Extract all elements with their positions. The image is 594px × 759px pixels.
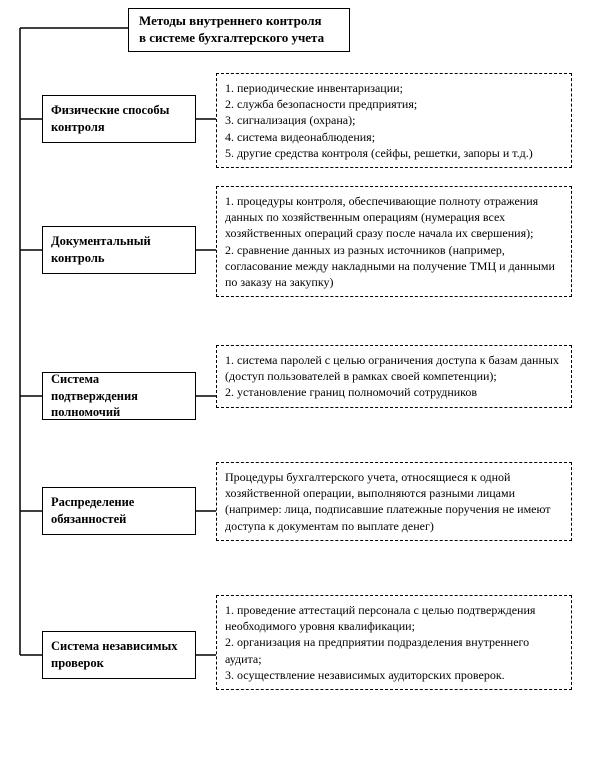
desc-item: 1. система паролей с целью ограничения д…: [225, 352, 563, 384]
header-box: Методы внутреннего контроля в системе бу…: [128, 8, 350, 52]
category-box-physical: Физические способы контроля: [42, 95, 196, 143]
category-title: Распределение обязанностей: [51, 494, 187, 528]
header-line2: в системе бухгалтерского учета: [139, 30, 339, 47]
category-box-authority: Система подтверждения полномочий: [42, 372, 196, 420]
category-title: Документальный контроль: [51, 233, 187, 267]
desc-item: 2. установление границ полномочий сотруд…: [225, 384, 563, 400]
desc-box-documentary: 1. процедуры контроля, обеспечивающие по…: [216, 186, 572, 297]
desc-item: 3. сигнализация (охрана);: [225, 112, 563, 128]
desc-item: 2. служба безопасности предприятия;: [225, 96, 563, 112]
desc-item: 4. система видеонаблюдения;: [225, 129, 563, 145]
desc-item: 2. организация на предприятии подразделе…: [225, 634, 563, 666]
category-title: Физические способы контроля: [51, 102, 187, 136]
header-line1: Методы внутреннего контроля: [139, 13, 339, 30]
desc-box-authority: 1. система паролей с целью ограничения д…: [216, 345, 572, 408]
category-box-duties: Распределение обязанностей: [42, 487, 196, 535]
desc-item: 1. проведение аттестаций персонала с цел…: [225, 602, 563, 634]
desc-item: Процедуры бухгалтерского учета, относящи…: [225, 469, 563, 534]
desc-box-duties: Процедуры бухгалтерского учета, относящи…: [216, 462, 572, 541]
desc-item: 3. осуществление независимых аудиторских…: [225, 667, 563, 683]
category-box-independent: Система независимых проверок: [42, 631, 196, 679]
desc-item: 1. процедуры контроля, обеспечивающие по…: [225, 193, 563, 242]
desc-box-physical: 1. периодические инвентаризации; 2. служ…: [216, 73, 572, 168]
category-title: Система независимых проверок: [51, 638, 187, 672]
desc-box-independent: 1. проведение аттестаций персонала с цел…: [216, 595, 572, 690]
category-box-documentary: Документальный контроль: [42, 226, 196, 274]
category-title: Система подтверждения полномочий: [51, 371, 187, 422]
desc-item: 1. периодические инвентаризации;: [225, 80, 563, 96]
desc-item: 2. сравнение данных из разных источников…: [225, 242, 563, 291]
desc-item: 5. другие средства контроля (сейфы, реше…: [225, 145, 563, 161]
